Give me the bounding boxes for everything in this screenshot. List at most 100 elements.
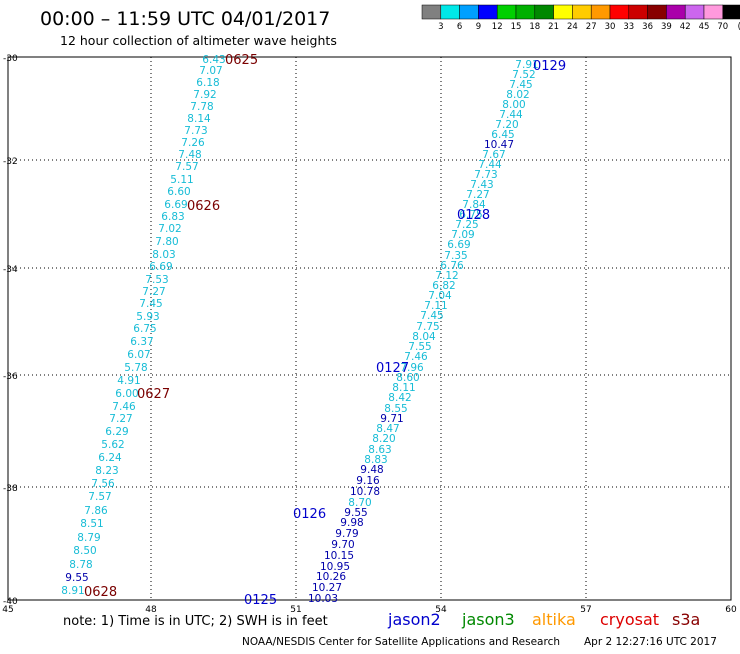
wave-height-value: 7.26: [181, 137, 205, 149]
track-right: 7.917.527.458.028.007.447.206.4510.477.6…: [308, 59, 539, 605]
latitude-label: -32: [3, 157, 18, 167]
color-scale-label: 70: [717, 22, 728, 32]
wave-height-value: 8.03: [152, 249, 175, 261]
wave-height-value: 7.46: [404, 351, 428, 363]
longitude-label: 60: [725, 605, 737, 615]
wave-height-value: 6.69: [149, 261, 172, 273]
satellite-name-jason2: jason2: [387, 610, 441, 629]
wave-height-value: 8.70: [348, 497, 371, 509]
color-scale-label: 3: [438, 22, 443, 32]
wave-height-value: 7.73: [474, 169, 497, 181]
wave-height-value: 5.62: [101, 439, 124, 451]
color-scale-label: 45: [699, 22, 710, 32]
wave-height-value: 6.69: [164, 199, 187, 211]
wave-height-value: 7.45: [420, 310, 443, 322]
track-left: 6.437.076.187.927.788.147.737.267.487.57…: [61, 54, 225, 597]
wave-height-value: 8.78: [69, 559, 92, 571]
wave-height-value: 8.02: [506, 89, 529, 101]
wave-height-value: 10.78: [350, 486, 380, 498]
color-scale-swatch: [590, 4, 611, 20]
color-scale-swatch: [647, 4, 667, 20]
wave-height-value: 7.48: [178, 149, 201, 161]
wave-height-value: 7.84: [462, 199, 486, 211]
wave-height-value: 7.44: [478, 159, 502, 171]
color-scale-swatch: [666, 4, 686, 20]
color-scale-swatch: [478, 4, 498, 20]
latitude-label: -34: [3, 265, 18, 275]
wave-height-value: 6.37: [130, 336, 153, 348]
wave-height-value: 7.57: [175, 161, 198, 173]
longitude-labels: 45 48 51 54 57 60: [2, 605, 737, 615]
wave-height-value: 6.76: [440, 260, 464, 272]
altimeter-tracks: 6.437.076.187.927.788.147.737.267.487.57…: [61, 54, 538, 605]
wave-height-value: 8.79: [77, 532, 100, 544]
wave-height-value: 6.75: [133, 323, 156, 335]
footer-credit: NOAA/NESDIS Center for Satellite Applica…: [242, 636, 560, 648]
wave-height-value: 6.07: [127, 349, 150, 361]
latitude-label: -30: [3, 54, 18, 64]
wave-height-value: 8.20: [372, 433, 395, 445]
wave-height-value: 7.27: [466, 189, 489, 201]
wave-height-value: 7.73: [184, 125, 207, 137]
wave-height-value: 6.45: [491, 129, 514, 141]
color-scale-swatch: [609, 4, 630, 20]
color-scale-label: 39: [661, 22, 672, 32]
longitude-label: 51: [290, 605, 301, 615]
wave-height-value: 6.00: [115, 388, 138, 400]
wave-height-value: 8.00: [502, 99, 525, 111]
wave-height-value: 7.56: [91, 478, 115, 490]
satellite-name-s3a: s3a: [672, 610, 700, 629]
color-scale-swatch: [628, 4, 648, 20]
wave-height-value: 7.27: [142, 286, 165, 298]
color-scale-swatch: [440, 4, 460, 20]
wave-height-value: 8.04: [412, 331, 436, 343]
wave-height-value: 7.86: [84, 505, 108, 517]
color-scale-swatch: [534, 4, 554, 20]
wave-height-value: 6.18: [196, 77, 219, 89]
wave-height-value: 10.26: [316, 571, 346, 583]
pass-time-label: 0126: [293, 507, 326, 522]
latitude-label: -40: [3, 597, 18, 607]
satellite-name-jason3: jason3: [461, 610, 515, 629]
pass-time-label: 0128: [457, 208, 490, 223]
wave-height-value: 8.14: [187, 113, 211, 125]
wave-height-value: 7.55: [408, 341, 431, 353]
wave-height-value: 8.60: [396, 372, 419, 384]
wave-height-value: 7.35: [444, 250, 467, 262]
wave-height-value: 7.75: [416, 321, 439, 333]
map-border: [7, 56, 732, 601]
wave-height-value: 7.27: [109, 413, 132, 425]
color-scale-label: 9: [476, 22, 481, 32]
pass-time-label: 0125: [244, 593, 277, 608]
graticule-grid: [8, 57, 731, 600]
color-scale-swatch: [722, 4, 740, 20]
wave-height-value: 7.78: [190, 101, 213, 113]
satellite-name-cryosat: cryosat: [600, 610, 659, 629]
footer-timestamp: Apr 2 12:27:16 UTC 2017: [584, 636, 717, 648]
wave-height-value: 8.55: [384, 403, 407, 415]
wave-height-value: 6.29: [105, 426, 128, 438]
wave-height-value: 6.43: [202, 54, 225, 66]
color-scale-swatch: [496, 4, 517, 20]
wave-height-value: 6.69: [447, 239, 470, 251]
wave-height-value: 8.83: [364, 454, 387, 466]
pass-time-label: 0628: [84, 585, 117, 600]
wave-height-value: 8.47: [376, 423, 399, 435]
pass-time-label: 0625: [225, 53, 258, 68]
map-frame: -30 -32 -34 -36 -38 -40 45 48 51 54 57 60: [2, 54, 737, 615]
wave-height-value: 7.80: [155, 236, 178, 248]
color-scale-swatch: [684, 4, 705, 20]
wave-height-value: 7.96: [400, 362, 424, 374]
wave-height-value: 8.23: [95, 465, 118, 477]
wave-height-value: 6.75: [459, 209, 482, 221]
wave-height-value: 7.11: [424, 300, 447, 312]
page-subtitle: 12 hour collection of altimeter wave hei…: [60, 33, 337, 48]
color-scale-swatch: [553, 4, 573, 20]
wave-height-value: 8.11: [392, 382, 415, 394]
wave-height-value: 7.02: [158, 223, 181, 235]
wave-height-value: 5.93: [136, 311, 159, 323]
wave-height-value: 7.92: [193, 89, 216, 101]
pass-time-label: 0627: [137, 387, 170, 402]
